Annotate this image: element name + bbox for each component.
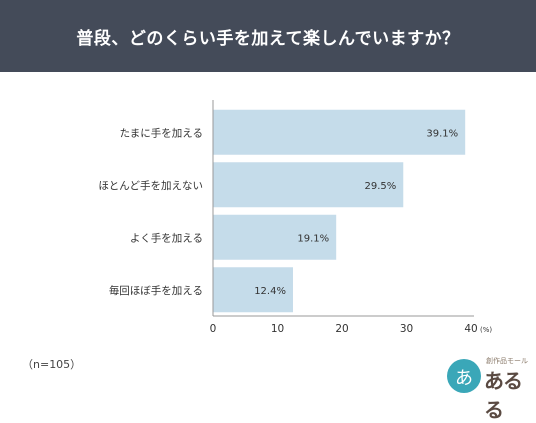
category-label: ほとんど手を加えない bbox=[98, 179, 203, 192]
bar bbox=[213, 267, 293, 313]
value-label: 19.1% bbox=[297, 233, 329, 244]
logo-tagline: 創作品モール bbox=[486, 357, 528, 365]
bar bbox=[213, 109, 466, 155]
x-tick-label: 20 bbox=[335, 323, 348, 335]
title-banner: 普段、どのくらい手を加えて楽しんでいますか？ bbox=[0, 0, 536, 72]
x-tick-label: 0 bbox=[210, 323, 217, 335]
aruru-logo-icon: あ bbox=[447, 359, 481, 393]
x-unit-label: (%) bbox=[480, 326, 492, 334]
aruru-logo: あ 創作品モール あるる bbox=[446, 355, 532, 422]
sample-size-note: （n=105） bbox=[22, 358, 82, 371]
value-label: 12.4% bbox=[254, 286, 286, 297]
chart-title: 普段、どのくらい手を加えて楽しんでいますか？ bbox=[76, 28, 460, 49]
category-label: よく手を加える bbox=[130, 231, 203, 244]
logo-name: あるる bbox=[484, 369, 523, 422]
bar bbox=[213, 214, 337, 260]
bar bbox=[213, 162, 404, 208]
x-tick-label: 10 bbox=[271, 323, 284, 335]
value-label: 29.5% bbox=[364, 181, 396, 192]
bar-chart: たまに手を加える 39.1% ほとんど手を加えない 29.5% よく手を加える 19.1%… bbox=[98, 100, 492, 335]
svg-text:あ: あ bbox=[455, 368, 473, 389]
x-tick-label: 40 bbox=[464, 323, 477, 335]
category-label: たまに手を加える bbox=[120, 126, 203, 139]
category-label: 毎回ほぼ手を加える bbox=[109, 284, 203, 297]
value-label: 39.1% bbox=[426, 128, 458, 139]
x-tick-label: 30 bbox=[400, 323, 413, 335]
